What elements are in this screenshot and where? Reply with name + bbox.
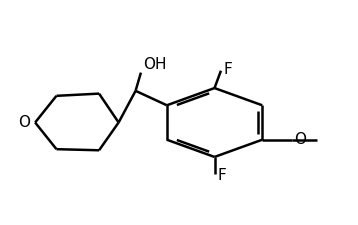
Text: F: F (217, 168, 226, 183)
Text: O: O (18, 115, 30, 130)
Text: OH: OH (143, 56, 166, 72)
Text: F: F (224, 62, 232, 77)
Text: O: O (294, 132, 306, 147)
